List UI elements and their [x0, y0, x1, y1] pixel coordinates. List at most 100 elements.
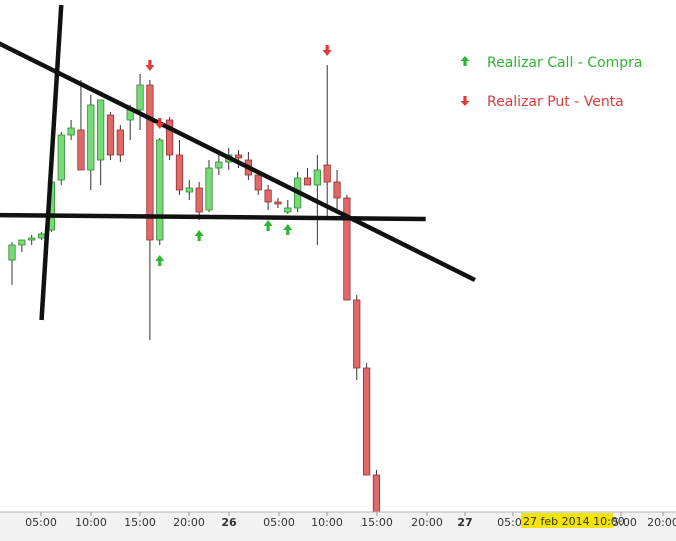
candle-body-down — [343, 197, 351, 301]
candle-body-down — [254, 174, 262, 191]
candle-body-down — [195, 187, 203, 213]
candle — [205, 160, 213, 212]
candle — [185, 180, 193, 200]
candle-body-up — [313, 169, 321, 186]
candle-body-down — [106, 114, 115, 156]
x-axis: 05:00 10:00 15:00 20:00 26 05:00 10:00 15:00 20:… — [0, 511, 676, 541]
trendline-descending-resistance[interactable] — [0, 40, 476, 283]
candle-body-up — [136, 84, 144, 111]
candle — [323, 65, 331, 220]
candle — [57, 132, 65, 185]
call-arrow-icon — [194, 230, 204, 241]
candle — [303, 168, 312, 186]
candle-body-down — [372, 474, 381, 516]
candle-body-up — [67, 127, 75, 136]
candle — [67, 120, 75, 140]
candle — [333, 170, 341, 210]
put-arrow-icon — [145, 60, 155, 71]
candle — [28, 235, 36, 245]
candle-body-up — [97, 99, 105, 161]
x-tick-label: 10:00 — [311, 516, 343, 529]
candle-body-down — [274, 201, 282, 205]
signal-arrows — [145, 45, 332, 266]
candle — [87, 95, 95, 190]
candle-body-down — [333, 181, 341, 199]
candle-body-up — [156, 139, 164, 241]
call-arrow-icon — [283, 224, 293, 235]
candle — [37, 232, 46, 240]
x-tick-label: 20:00 — [647, 516, 676, 529]
candle — [156, 138, 164, 245]
candle-body-up — [57, 134, 65, 181]
candle — [18, 239, 26, 252]
candle-body-up — [284, 207, 292, 213]
candle-body-down — [165, 119, 174, 156]
candle-body-down — [175, 154, 184, 191]
up-arrow-icon — [460, 56, 470, 66]
down-arrow-icon — [460, 96, 470, 106]
trendline-horizontal-support[interactable] — [0, 212, 426, 222]
x-tick-label: 26 — [221, 516, 237, 529]
legend-call-label: Realizar Call - Compra — [487, 55, 643, 71]
x-tick-label: 20:00 — [411, 516, 443, 529]
call-arrow-icon — [155, 255, 165, 266]
candle-body-up — [87, 104, 95, 171]
candle — [234, 150, 243, 168]
put-arrow-icon — [155, 118, 165, 129]
candle-body-up — [8, 244, 16, 261]
candle-body-up — [37, 233, 46, 239]
candle-body-down — [116, 129, 124, 156]
legend-item-put: Realizar Put - Venta — [460, 94, 624, 110]
candle-body-down — [323, 164, 331, 183]
candle — [165, 117, 174, 160]
candle-body-up — [205, 167, 213, 211]
x-tick-label: 20:00 — [173, 516, 205, 529]
candle-body-up — [18, 239, 26, 246]
candle-body-down — [146, 84, 154, 241]
legend-put-label: Realizar Put - Venta — [487, 94, 624, 110]
x-tick-label: 05:00 — [497, 516, 529, 529]
candle-body-down — [234, 154, 243, 159]
candle — [97, 99, 105, 185]
legend: Realizar Call - Compra Realizar Put - Ve… — [460, 55, 643, 110]
trendlines — [0, 4, 476, 321]
call-arrow-icon — [263, 220, 273, 231]
legend-item-call: Realizar Call - Compra — [460, 55, 643, 71]
candle — [264, 185, 272, 210]
candle — [136, 74, 144, 130]
x-tick-label: 05:00 — [263, 516, 295, 529]
candle — [343, 195, 351, 301]
candle — [175, 140, 184, 195]
candle-body-up — [215, 161, 223, 169]
x-tick-label: 15:00 — [124, 516, 156, 529]
cursor-label: 27 feb 2014 10:00 — [523, 515, 625, 528]
candle-body-down — [303, 177, 312, 186]
candle-body-up — [28, 237, 36, 241]
candle — [195, 182, 203, 220]
candle — [146, 80, 154, 340]
candle — [372, 470, 381, 516]
x-tick-label: 27 — [457, 516, 472, 529]
x-tick-label: 10:00 — [75, 516, 107, 529]
x-tick-label: 15:00 — [361, 516, 393, 529]
candle — [353, 295, 361, 380]
candle — [284, 200, 292, 214]
candles — [8, 65, 381, 516]
candle-body-down — [362, 367, 371, 476]
put-arrow-icon — [322, 45, 332, 56]
cursor-badge-background — [521, 513, 613, 528]
candle — [77, 80, 85, 171]
candle — [362, 363, 371, 476]
candle-body-down — [264, 189, 272, 203]
cursor-badge[interactable]: 27 feb 2014 10:00 — [521, 513, 625, 528]
x-tick-label: 15:00 — [605, 516, 637, 529]
candle — [8, 242, 16, 285]
candle — [215, 155, 223, 175]
candle — [106, 112, 115, 160]
candle-body-down — [77, 129, 85, 171]
candle — [116, 125, 124, 162]
candle-body-up — [185, 187, 193, 193]
trendline-steep-line[interactable] — [39, 4, 64, 321]
candle — [274, 198, 282, 208]
